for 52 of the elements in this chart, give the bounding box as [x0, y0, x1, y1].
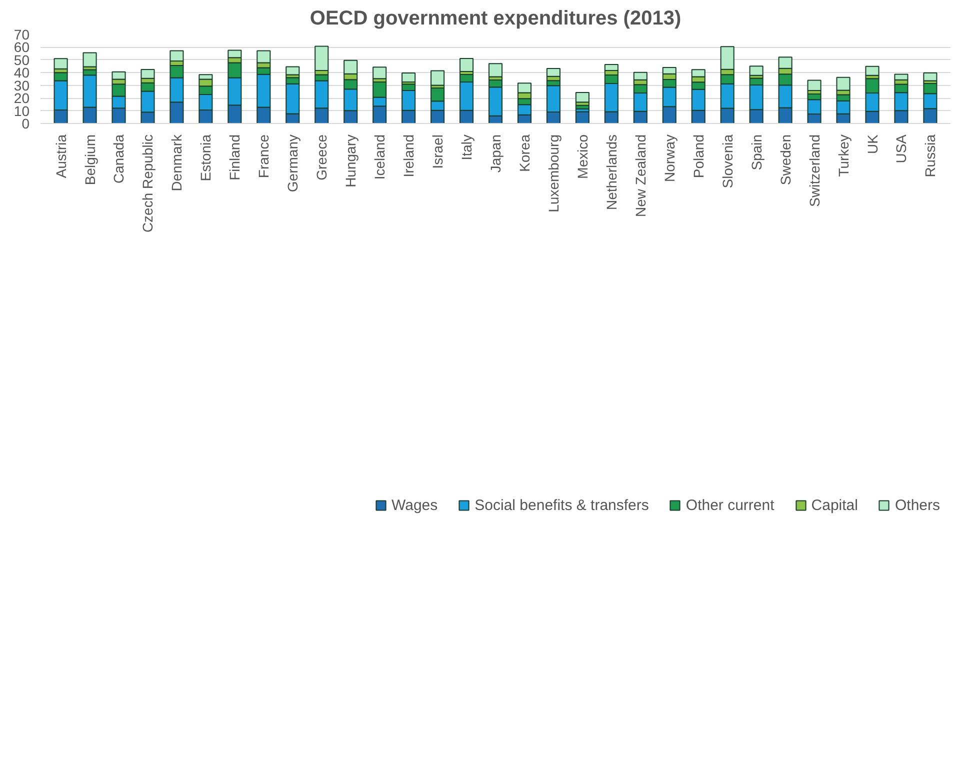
- x-tick-label: Ireland: [400, 134, 417, 178]
- bar: [430, 70, 445, 86]
- x-tick-label: Slovenia: [719, 134, 736, 188]
- legend-label: Capital: [811, 496, 858, 514]
- bar: [894, 74, 908, 80]
- x-tick-label: Spain: [748, 134, 764, 170]
- x-tick-label: Austria: [52, 134, 69, 178]
- x-tick-label: Turkey: [835, 134, 852, 177]
- bar: [286, 66, 300, 76]
- x-tick-label: Israel: [430, 134, 446, 169]
- x-tick-label: Russia: [922, 134, 938, 178]
- x-tick-label: France: [256, 134, 272, 178]
- x-tick-label: Denmark: [168, 134, 185, 192]
- bar: [807, 80, 822, 91]
- x-tick-label: Greece: [314, 134, 330, 180]
- x-tick-label: Finland: [226, 134, 243, 180]
- bar: [923, 72, 938, 82]
- legend-label: Other current: [686, 496, 774, 514]
- x-tick-label: Hungary: [342, 134, 359, 188]
- x-tick-label: Korea: [516, 134, 532, 172]
- bar: [82, 52, 97, 68]
- bar: [460, 58, 474, 72]
- x-tick-label: Czech Republic: [140, 134, 156, 233]
- x-tick-label: UK: [864, 134, 880, 154]
- x-tick-label: Italy: [458, 134, 475, 160]
- bar: [54, 58, 68, 70]
- x-tick-label: Canada: [110, 134, 127, 184]
- x-tick-label: Luxembourg: [545, 134, 562, 212]
- bar: [488, 63, 503, 78]
- bar: [575, 92, 590, 103]
- x-tick-label: Netherlands: [603, 134, 620, 210]
- x-tick-label: Switzerland: [806, 134, 822, 207]
- x-tick-label: Germany: [284, 134, 301, 192]
- x-tick-label: USA: [893, 134, 910, 164]
- x-tick-label: New Zealand: [632, 134, 648, 217]
- legend-label: Wages: [392, 496, 438, 514]
- x-tick-label: Poland: [690, 134, 706, 178]
- x-tick-label: Mexico: [574, 134, 590, 179]
- chart-title: OECD government expenditures (2013): [310, 8, 682, 30]
- bar: [865, 66, 880, 76]
- bar: [372, 66, 387, 80]
- bar: [402, 72, 416, 83]
- x-tick-label: Estonia: [198, 134, 214, 182]
- x-tick-label: Japan: [488, 134, 504, 173]
- x-tick-label: Sweden: [777, 134, 794, 186]
- legend-label: Social benefits & transfers: [474, 496, 649, 514]
- x-tick-label: Belgium: [82, 134, 98, 186]
- bar: [749, 66, 764, 76]
- x-tick-label: Norway: [661, 134, 678, 182]
- bar: [546, 68, 560, 77]
- legend-label: Others: [894, 496, 940, 514]
- x-tick-label: Iceland: [372, 134, 388, 180]
